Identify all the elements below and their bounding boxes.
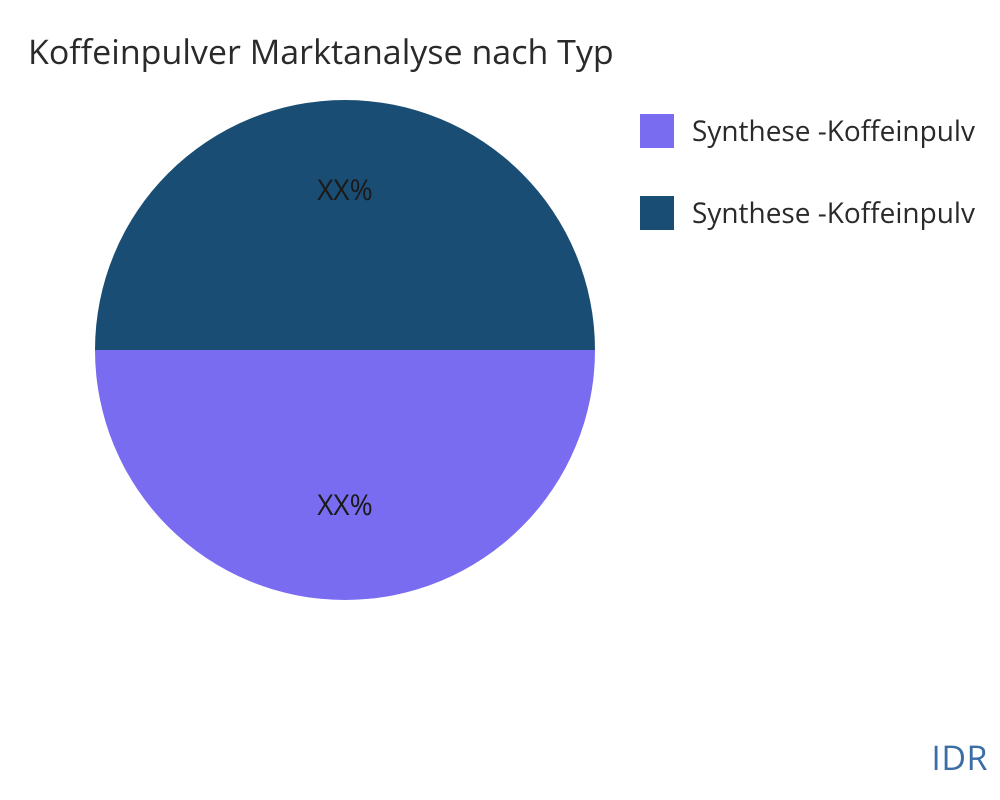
legend-item: Synthese -Koffeinpulv [640,112,975,150]
legend-item: Synthese -Koffeinpulv [640,194,975,232]
legend-label: Synthese -Koffeinpulv [692,194,975,232]
legend: Synthese -Koffeinpulv Synthese -Koffeinpu… [640,112,975,276]
pie-slice-label: XX% [317,486,373,524]
pie-slice-label: XX% [317,171,373,209]
pie-chart: XX% XX% [95,100,595,600]
watermark: IDR [931,734,988,780]
legend-swatch [640,196,674,230]
chart-title: Koffeinpulver Marktanalyse nach Typ [28,28,614,74]
legend-swatch [640,114,674,148]
legend-label: Synthese -Koffeinpulv [692,112,975,150]
